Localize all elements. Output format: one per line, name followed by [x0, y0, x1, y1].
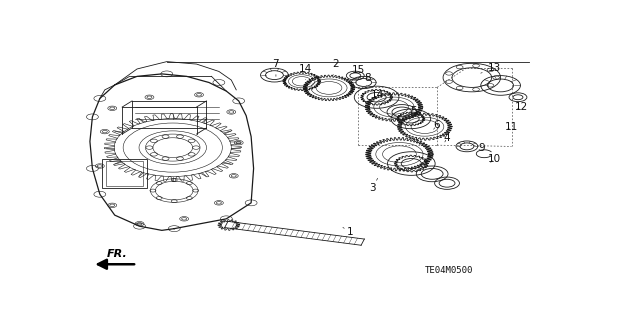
- Text: 4: 4: [444, 133, 451, 143]
- Text: 14: 14: [299, 64, 312, 80]
- Text: 3: 3: [369, 178, 378, 193]
- Text: 12: 12: [515, 102, 528, 112]
- Text: TE04M0500: TE04M0500: [425, 266, 473, 275]
- Text: 11: 11: [505, 122, 518, 132]
- Bar: [102, 159, 147, 188]
- Text: 15: 15: [352, 65, 365, 79]
- Text: 5: 5: [410, 106, 417, 116]
- Text: 1: 1: [343, 227, 354, 237]
- Text: 14: 14: [371, 90, 384, 100]
- Text: 7: 7: [273, 59, 279, 76]
- Text: 8: 8: [364, 73, 371, 85]
- Text: 6: 6: [433, 121, 440, 130]
- Text: 9: 9: [479, 143, 485, 152]
- Text: FR.: FR.: [107, 249, 127, 259]
- Text: 2: 2: [332, 59, 339, 75]
- Bar: [106, 160, 143, 186]
- Text: 10: 10: [488, 154, 500, 164]
- Text: 13: 13: [481, 63, 500, 73]
